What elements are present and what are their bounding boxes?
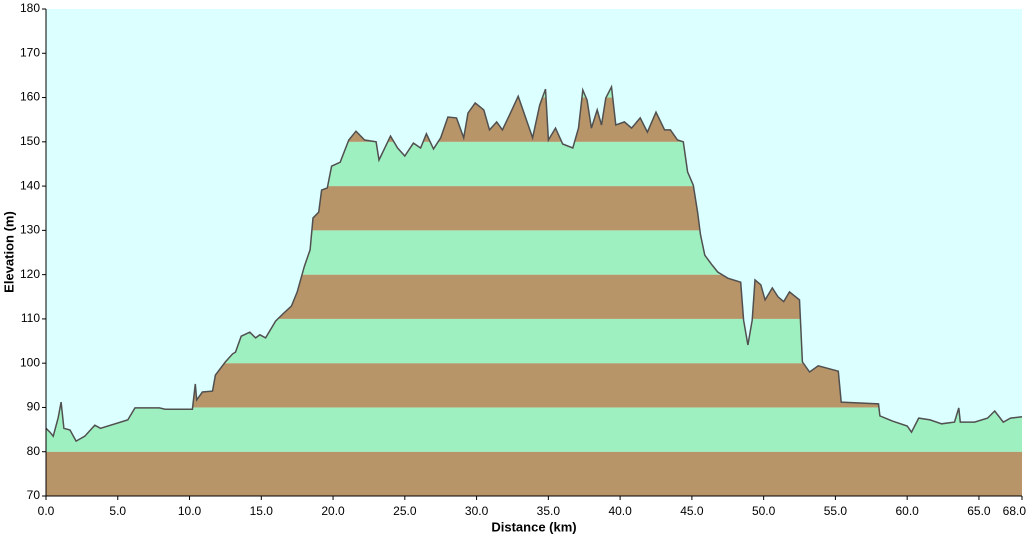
y-tick-label: 150	[20, 134, 40, 148]
x-tick-label: 30.0	[465, 504, 489, 518]
elevation-band	[46, 407, 1022, 452]
x-tick-label: 68.0	[1003, 504, 1027, 518]
elevation-band	[46, 451, 1022, 496]
y-axis-title: Elevation (m)	[1, 211, 16, 293]
x-tick-label: 35.0	[537, 504, 561, 518]
x-tick-label: 25.0	[393, 504, 417, 518]
y-tick-label: 180	[20, 1, 40, 15]
x-tick-label: 60.0	[895, 504, 919, 518]
y-tick-label: 160	[20, 90, 40, 104]
y-tick-label: 120	[20, 267, 40, 281]
x-tick-label: 50.0	[752, 504, 776, 518]
y-tick-label: 100	[20, 355, 40, 369]
x-tick-label: 55.0	[824, 504, 848, 518]
x-axis-title: Distance (km)	[491, 519, 576, 534]
x-tick-label: 5.0	[109, 504, 126, 518]
x-tick-label: 40.0	[608, 504, 632, 518]
x-tick-label: 10.0	[178, 504, 202, 518]
x-tick-label: 45.0	[680, 504, 704, 518]
x-tick-label: 0.0	[38, 504, 55, 518]
y-tick-label: 130	[20, 223, 40, 237]
y-tick-label: 110	[21, 311, 40, 325]
y-tick-label: 140	[20, 178, 40, 192]
y-tick-label: 80	[27, 444, 41, 458]
x-tick-label: 15.0	[250, 504, 274, 518]
elevation-line	[45, 84, 1023, 443]
y-tick-label: 70	[27, 488, 41, 502]
x-tick-label: 65.0	[967, 504, 991, 518]
y-tick-label: 170	[20, 45, 40, 59]
y-tick-label: 90	[27, 400, 41, 414]
x-tick-label: 20.0	[321, 504, 345, 518]
